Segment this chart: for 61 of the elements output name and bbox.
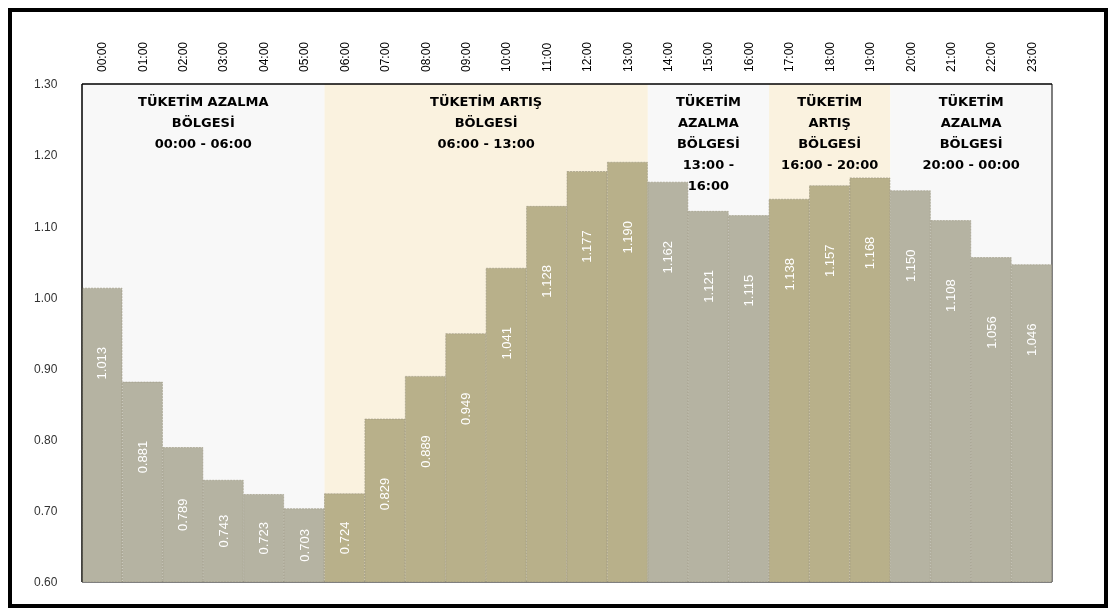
x-tick-label: 00:00 — [95, 41, 110, 72]
x-tick-label: 01:00 — [135, 41, 150, 72]
data-label: 1.128 — [539, 265, 555, 298]
data-label: 1.056 — [983, 316, 999, 349]
x-tick-label: 15:00 — [701, 41, 716, 72]
x-tick-label: 16:00 — [741, 41, 756, 72]
x-tick-label: 09:00 — [458, 41, 473, 72]
x-tick-label: 06:00 — [337, 41, 352, 72]
data-label: 0.829 — [377, 477, 393, 511]
data-label: 1.013 — [94, 346, 110, 380]
data-label: 0.881 — [134, 440, 150, 474]
data-label: 1.108 — [943, 279, 959, 312]
data-label: 0.724 — [337, 521, 352, 555]
x-tick-label: 18:00 — [822, 41, 837, 72]
x-tick-label: 02:00 — [176, 41, 191, 72]
x-tick-label: 11:00 — [539, 42, 554, 72]
x-tick-label: 08:00 — [418, 41, 433, 72]
data-label: 0.789 — [175, 498, 191, 532]
y-tick-label: 0.80 — [34, 432, 58, 447]
data-label: 1.168 — [862, 236, 878, 270]
band-label: TÜKETİM AZALMA BÖLGESİ 13:00 - 16:00 — [675, 94, 741, 193]
x-tick-label: 07:00 — [378, 41, 393, 72]
data-label: 1.041 — [498, 326, 514, 360]
data-label: 1.162 — [660, 240, 676, 274]
x-tick-label: 12:00 — [580, 41, 595, 72]
data-label: 1.157 — [822, 244, 837, 278]
x-tick-label: 04:00 — [256, 41, 271, 72]
data-label: 0.949 — [458, 392, 474, 425]
band-label: TÜKETİM ARTIŞ BÖLGESİ 16:00 - 20:00 — [781, 94, 879, 172]
data-label: 1.046 — [1024, 323, 1040, 356]
x-tick-label: 14:00 — [661, 41, 676, 72]
data-label: 0.889 — [417, 435, 433, 468]
data-label: 0.743 — [215, 514, 231, 548]
y-tick-label: 0.90 — [34, 361, 58, 376]
x-tick-label: 10:00 — [499, 41, 514, 72]
y-tick-label: 1.10 — [34, 219, 58, 234]
data-label: 1.190 — [619, 220, 635, 254]
x-tick-label: 17:00 — [782, 41, 797, 72]
band-label: TÜKETİM ARTIŞ BÖLGESİ 06:00 - 13:00 — [430, 94, 543, 151]
x-tick-label: 05:00 — [297, 41, 312, 72]
y-tick-label: 1.20 — [34, 148, 58, 163]
x-tick-label: 21:00 — [943, 41, 958, 72]
data-label: 1.177 — [579, 230, 595, 263]
y-tick-label: 1.00 — [34, 290, 58, 305]
y-tick-label: 0.70 — [34, 504, 58, 519]
y-tick-label: 0.60 — [34, 575, 58, 590]
x-tick-label: 13:00 — [620, 41, 635, 72]
data-label: 1.121 — [700, 270, 716, 303]
y-tick-label: 1.30 — [34, 77, 58, 92]
x-tick-label: 20:00 — [903, 41, 918, 72]
x-tick-label: 23:00 — [1024, 41, 1039, 72]
x-tick-label: 22:00 — [984, 41, 999, 72]
band-label: TÜKETİM AZALMA BÖLGESİ 00:00 - 06:00 — [138, 94, 269, 151]
x-tick-label: 19:00 — [863, 41, 878, 72]
data-label: 0.703 — [296, 529, 312, 562]
data-label: 1.138 — [781, 257, 797, 291]
band-label: TÜKETİM AZALMA BÖLGESİ 20:00 - 00:00 — [922, 94, 1020, 172]
data-label: 1.115 — [741, 274, 757, 307]
data-label: 1.150 — [902, 249, 918, 282]
data-label: 0.723 — [256, 521, 272, 555]
x-tick-label: 03:00 — [216, 41, 231, 72]
